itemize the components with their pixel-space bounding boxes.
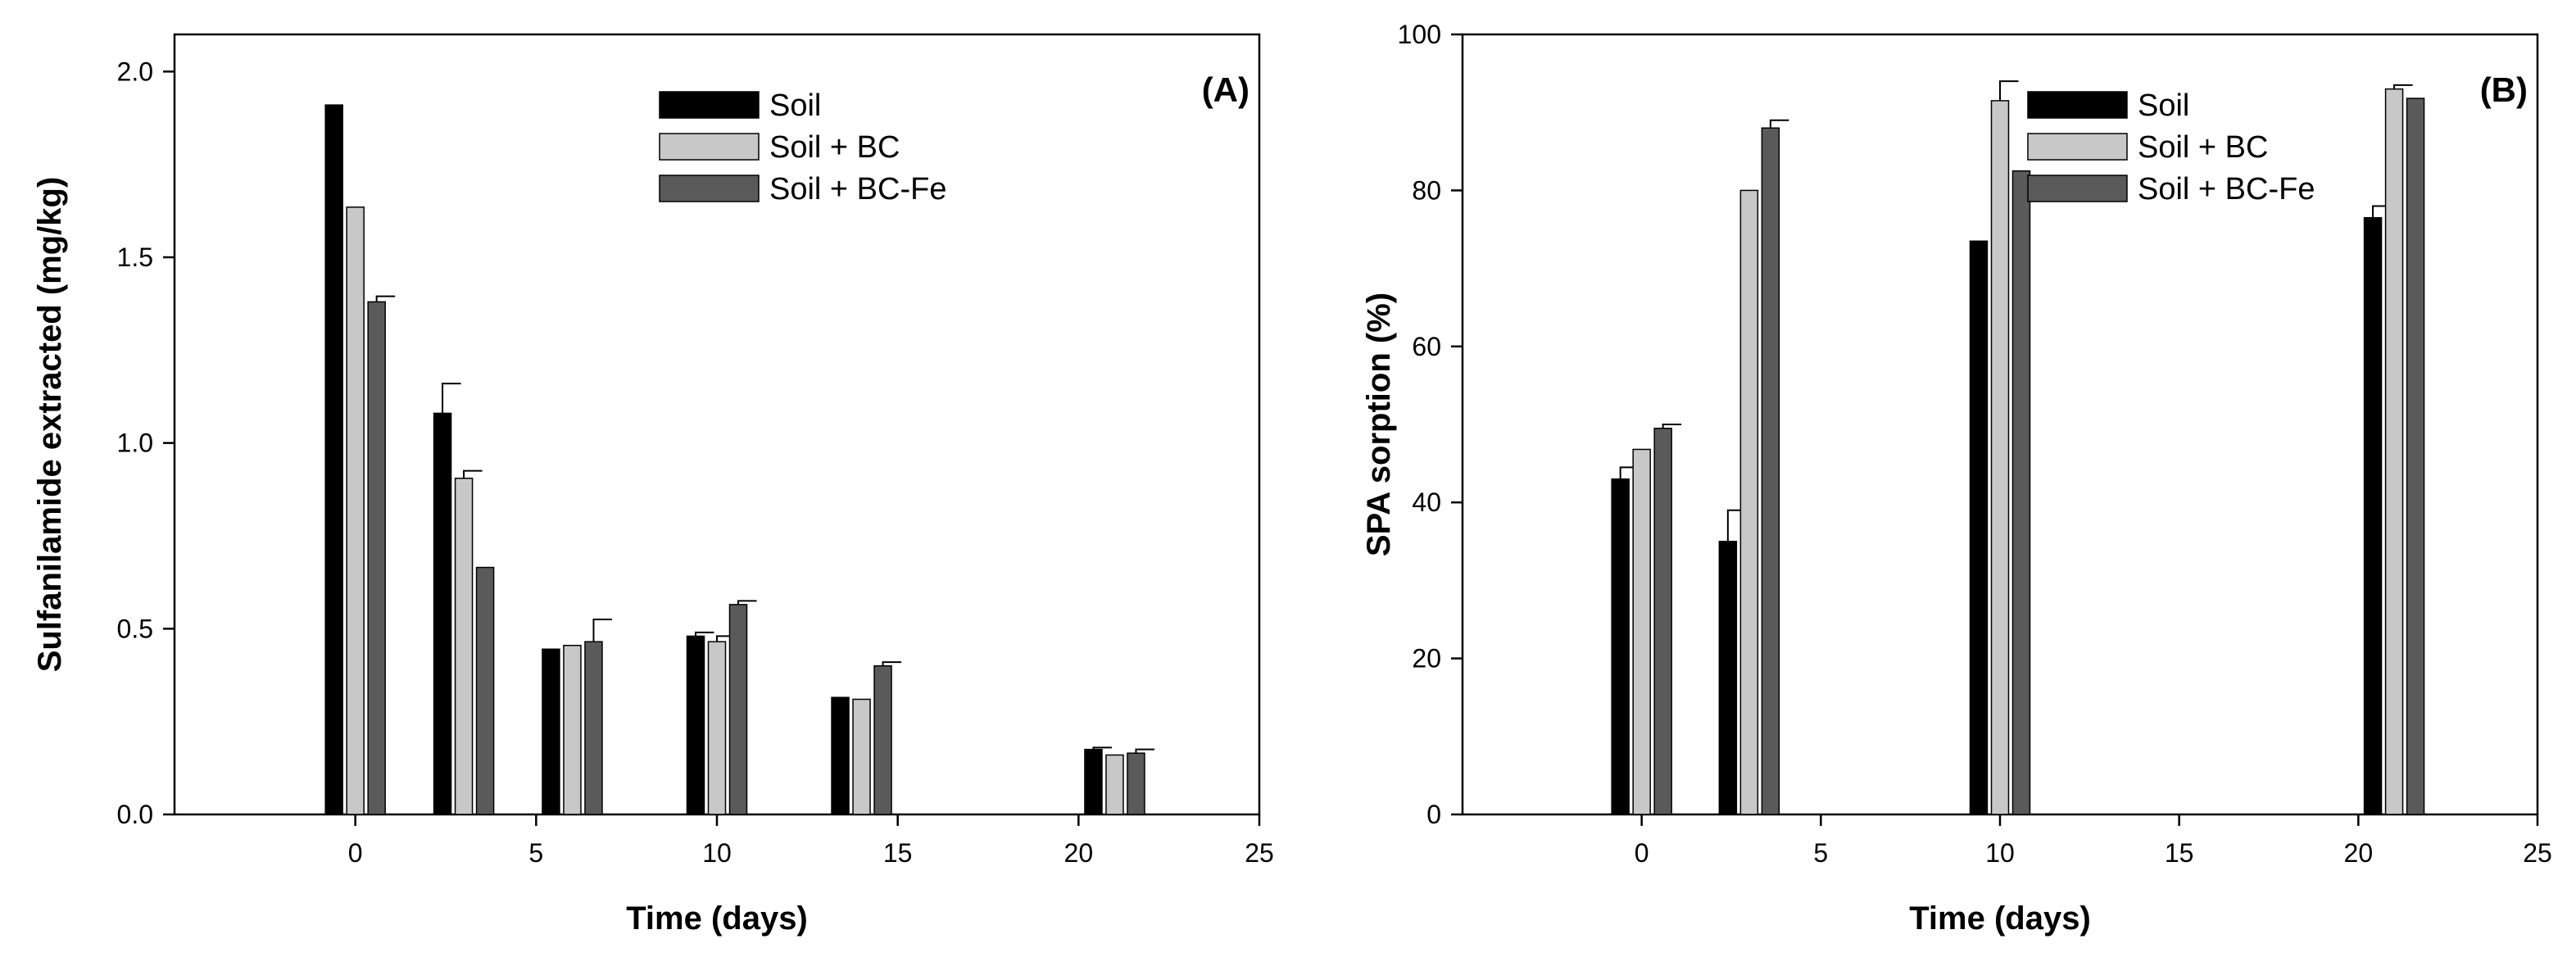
- bar: [2011, 170, 2031, 815]
- bar: [542, 648, 560, 815]
- bar: [2363, 216, 2383, 815]
- x-tick-label: 20: [1064, 838, 1094, 868]
- bar: [728, 604, 748, 815]
- bar: [1739, 189, 1759, 815]
- bar: [475, 566, 495, 815]
- x-tick-label: 15: [2165, 838, 2194, 868]
- legend-label: Soil + BC: [769, 130, 900, 165]
- bar: [1990, 100, 2010, 815]
- x-axis-title: Time (days): [1909, 900, 2091, 937]
- bar: [1105, 754, 1124, 815]
- y-axis-title: SPA sorption (%): [1361, 293, 1397, 556]
- bar: [563, 644, 582, 815]
- legend-label: Soil + BC-Fe: [769, 172, 946, 206]
- x-tick-label: 5: [1813, 838, 1828, 868]
- x-tick-label: 5: [528, 838, 543, 868]
- y-tick-label: 0.5: [117, 614, 153, 643]
- x-axis-title: Time (days): [626, 900, 808, 937]
- legend-swatch: [659, 91, 760, 119]
- y-tick-label: 20: [1412, 644, 1441, 674]
- bar: [831, 696, 850, 815]
- legend: Soil Soil + BC Soil + BC-Fe: [2027, 88, 2315, 206]
- chart-panel-a: 0 5 10 15 20 25 0.0 0.5 1.0 1.5 2.0 Time (days) Sulf…: [32, 33, 1274, 937]
- bar: [584, 641, 603, 815]
- x-tick-label: 20: [2344, 838, 2374, 868]
- legend-label: Soil: [2138, 88, 2189, 123]
- bar: [433, 412, 452, 815]
- bar: [707, 641, 727, 815]
- legend-swatch: [2027, 175, 2128, 202]
- x-tick-label: 25: [1245, 838, 1274, 868]
- y-tick-label: 0: [1426, 800, 1441, 829]
- bar: [1761, 127, 1780, 815]
- legend-swatch: [2027, 133, 2128, 161]
- legend-swatch: [659, 133, 760, 161]
- x-tick-label: 25: [2523, 838, 2552, 868]
- panel-label: (A): [1202, 70, 1249, 109]
- x-tick-label: 10: [1985, 838, 2015, 868]
- legend-label: Soil: [769, 88, 821, 123]
- x-tick-label: 0: [1635, 838, 1649, 868]
- legend: Soil Soil + BC Soil + BC-Fe: [659, 88, 946, 206]
- bar: [1127, 752, 1145, 815]
- legend-label: Soil + BC: [2138, 130, 2268, 165]
- legend-swatch: [659, 175, 760, 202]
- x-tick-label: 0: [348, 838, 363, 868]
- legend-label: Soil + BC-Fe: [2138, 172, 2315, 206]
- bar: [1718, 541, 1738, 815]
- y-tick-label: 1.5: [117, 243, 153, 272]
- bar: [686, 635, 705, 815]
- x-tick-label: 10: [702, 838, 732, 868]
- bar: [2406, 98, 2425, 815]
- bar: [1084, 748, 1103, 815]
- y-axis-title: Sulfanilamide extracted (mg/kg): [32, 177, 68, 673]
- panel-label: (B): [2480, 70, 2528, 109]
- bar: [367, 301, 386, 815]
- y-tick-label: 100: [1398, 20, 1441, 49]
- y-tick-label: 2.0: [117, 57, 153, 86]
- bar: [1611, 478, 1630, 815]
- x-tick-label: 15: [883, 838, 913, 868]
- bar: [454, 477, 474, 815]
- y-tick-label: 60: [1412, 332, 1441, 361]
- bar: [873, 664, 892, 815]
- bar: [852, 698, 871, 815]
- y-tick-label: 40: [1412, 488, 1441, 517]
- bar: [1632, 448, 1651, 815]
- bar: [346, 206, 365, 815]
- y-tick-label: 1.0: [117, 429, 153, 458]
- y-tick-label: 0.0: [117, 800, 153, 829]
- bar: [2384, 88, 2404, 815]
- chart-panel-b: 0 5 10 15 20 25 0 20 40 60 80 100 Time (days) SPA sor…: [1361, 20, 2552, 937]
- y-tick-label: 80: [1412, 175, 1441, 205]
- bar: [324, 104, 343, 815]
- bar: [1969, 240, 1989, 815]
- bar: [1653, 428, 1672, 815]
- legend-swatch: [2027, 91, 2128, 119]
